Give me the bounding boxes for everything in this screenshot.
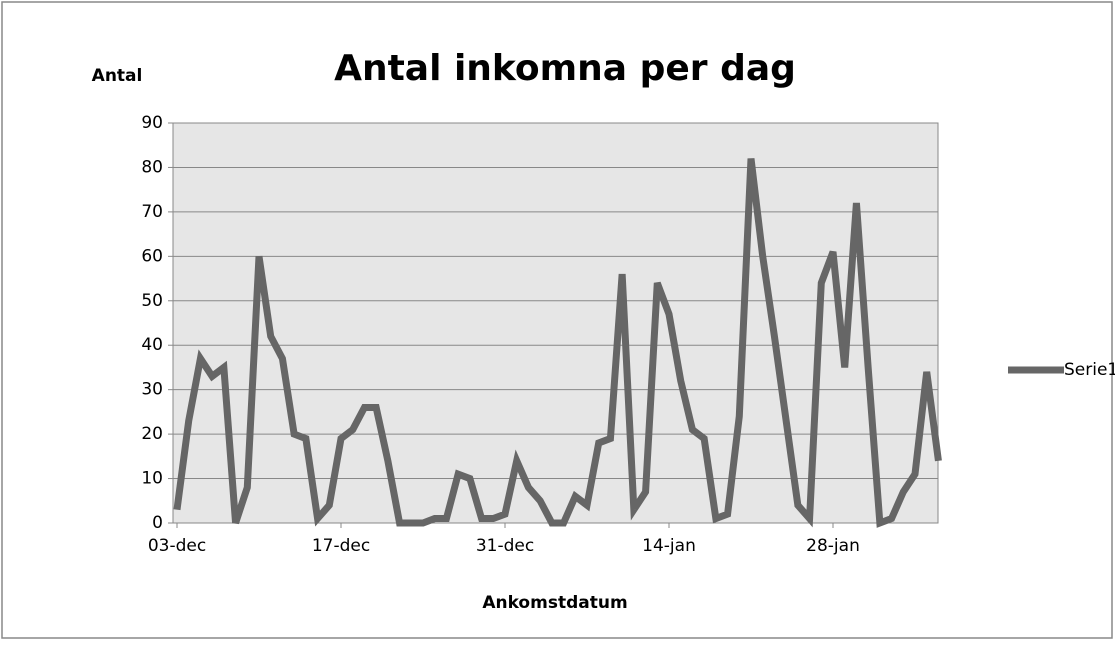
x-tick-label: 03-dec [148,536,206,556]
data-line [173,158,942,528]
legend-label: Serie1 [1064,360,1115,380]
y-tick-label: 90 [141,113,163,133]
y-tick-label: 10 [141,469,163,489]
x-tick-label: 28-jan [806,536,860,556]
x-axis-title: Ankomstdatum [482,593,627,613]
y-tick-label: 20 [141,424,163,444]
y-tick-label: 0 [152,513,163,533]
y-axis-title: Antal [92,66,143,86]
y-tick-label: 80 [141,157,163,177]
x-tick-label: 17-dec [312,536,370,556]
y-tick-label: 70 [141,202,163,222]
y-tick-label: 60 [141,246,163,266]
y-tick-label: 40 [141,335,163,355]
y-tick-label: 50 [141,291,163,311]
x-tick-label: 31-dec [476,536,534,556]
plot-area [172,122,939,524]
chart-title: Antal inkomna per dag [334,48,796,89]
y-tick-label: 30 [141,380,163,400]
x-tick-label: 14-jan [642,536,696,556]
